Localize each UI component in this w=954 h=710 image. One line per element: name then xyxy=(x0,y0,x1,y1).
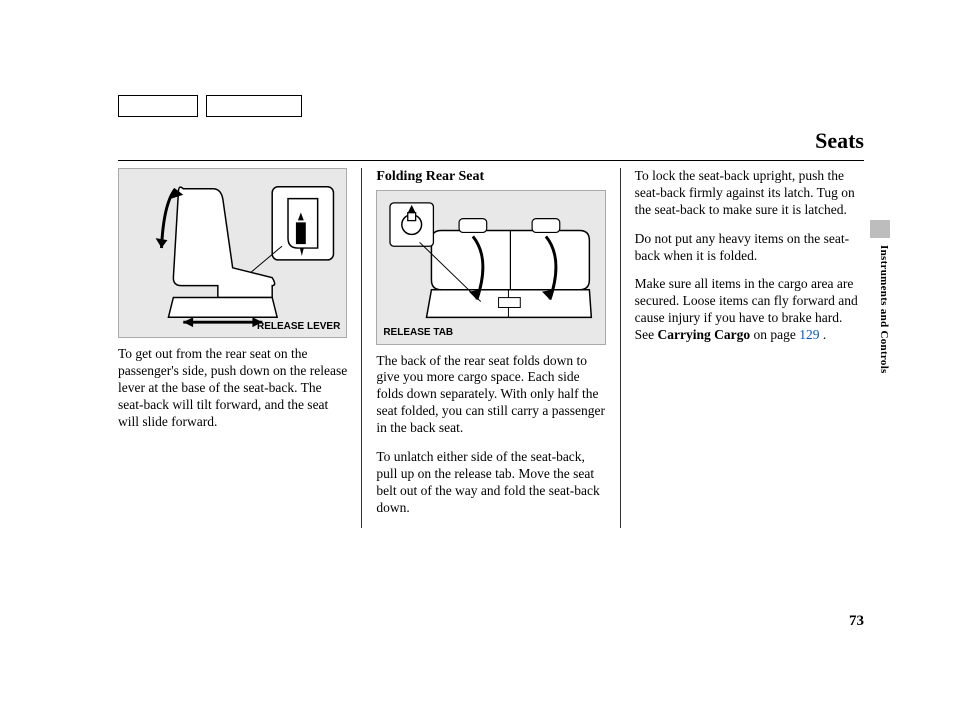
content-columns: RELEASE LEVER To get out from the rear s… xyxy=(118,168,864,528)
page-number: 73 xyxy=(849,613,864,630)
column-middle: Folding Rear Seat xyxy=(361,168,620,528)
body-text: Do not put any heavy items on the seat-b… xyxy=(635,231,864,265)
reference-title: Carrying Cargo xyxy=(658,327,751,342)
column-right: To lock the seat-back upright, push the … xyxy=(621,168,864,528)
text-run: . xyxy=(820,327,827,342)
section-index-tab xyxy=(870,220,890,238)
figure-label: RELEASE TAB xyxy=(383,327,453,340)
placeholder-box xyxy=(118,95,198,117)
header-placeholder-boxes xyxy=(118,95,302,117)
text-run: on page xyxy=(750,327,799,342)
column-left: RELEASE LEVER To get out from the rear s… xyxy=(118,168,361,528)
figure-label: RELEASE LEVER xyxy=(257,321,340,334)
rear-seat-illustration xyxy=(377,191,604,344)
section-name-vertical: Instruments and Controls xyxy=(878,245,890,374)
section-heading: Folding Rear Seat xyxy=(376,168,605,186)
page-title: Seats xyxy=(815,128,864,153)
body-text: To unlatch either side of the seat-back,… xyxy=(376,449,605,517)
body-text: To get out from the rear seat on the pas… xyxy=(118,346,347,430)
rear-seat-figure: RELEASE TAB xyxy=(376,190,605,345)
front-seat-figure: RELEASE LEVER xyxy=(118,168,347,338)
page-reference-link[interactable]: 129 xyxy=(799,327,819,342)
body-text: To lock the seat-back upright, push the … xyxy=(635,168,864,219)
body-text-with-ref: Make sure all items in the cargo area ar… xyxy=(635,276,864,344)
page-header: Seats xyxy=(118,128,864,161)
body-text: The back of the rear seat folds down to … xyxy=(376,353,605,437)
manual-page: Seats xyxy=(0,0,954,710)
placeholder-box xyxy=(206,95,302,117)
seat-release-illustration xyxy=(119,169,346,337)
